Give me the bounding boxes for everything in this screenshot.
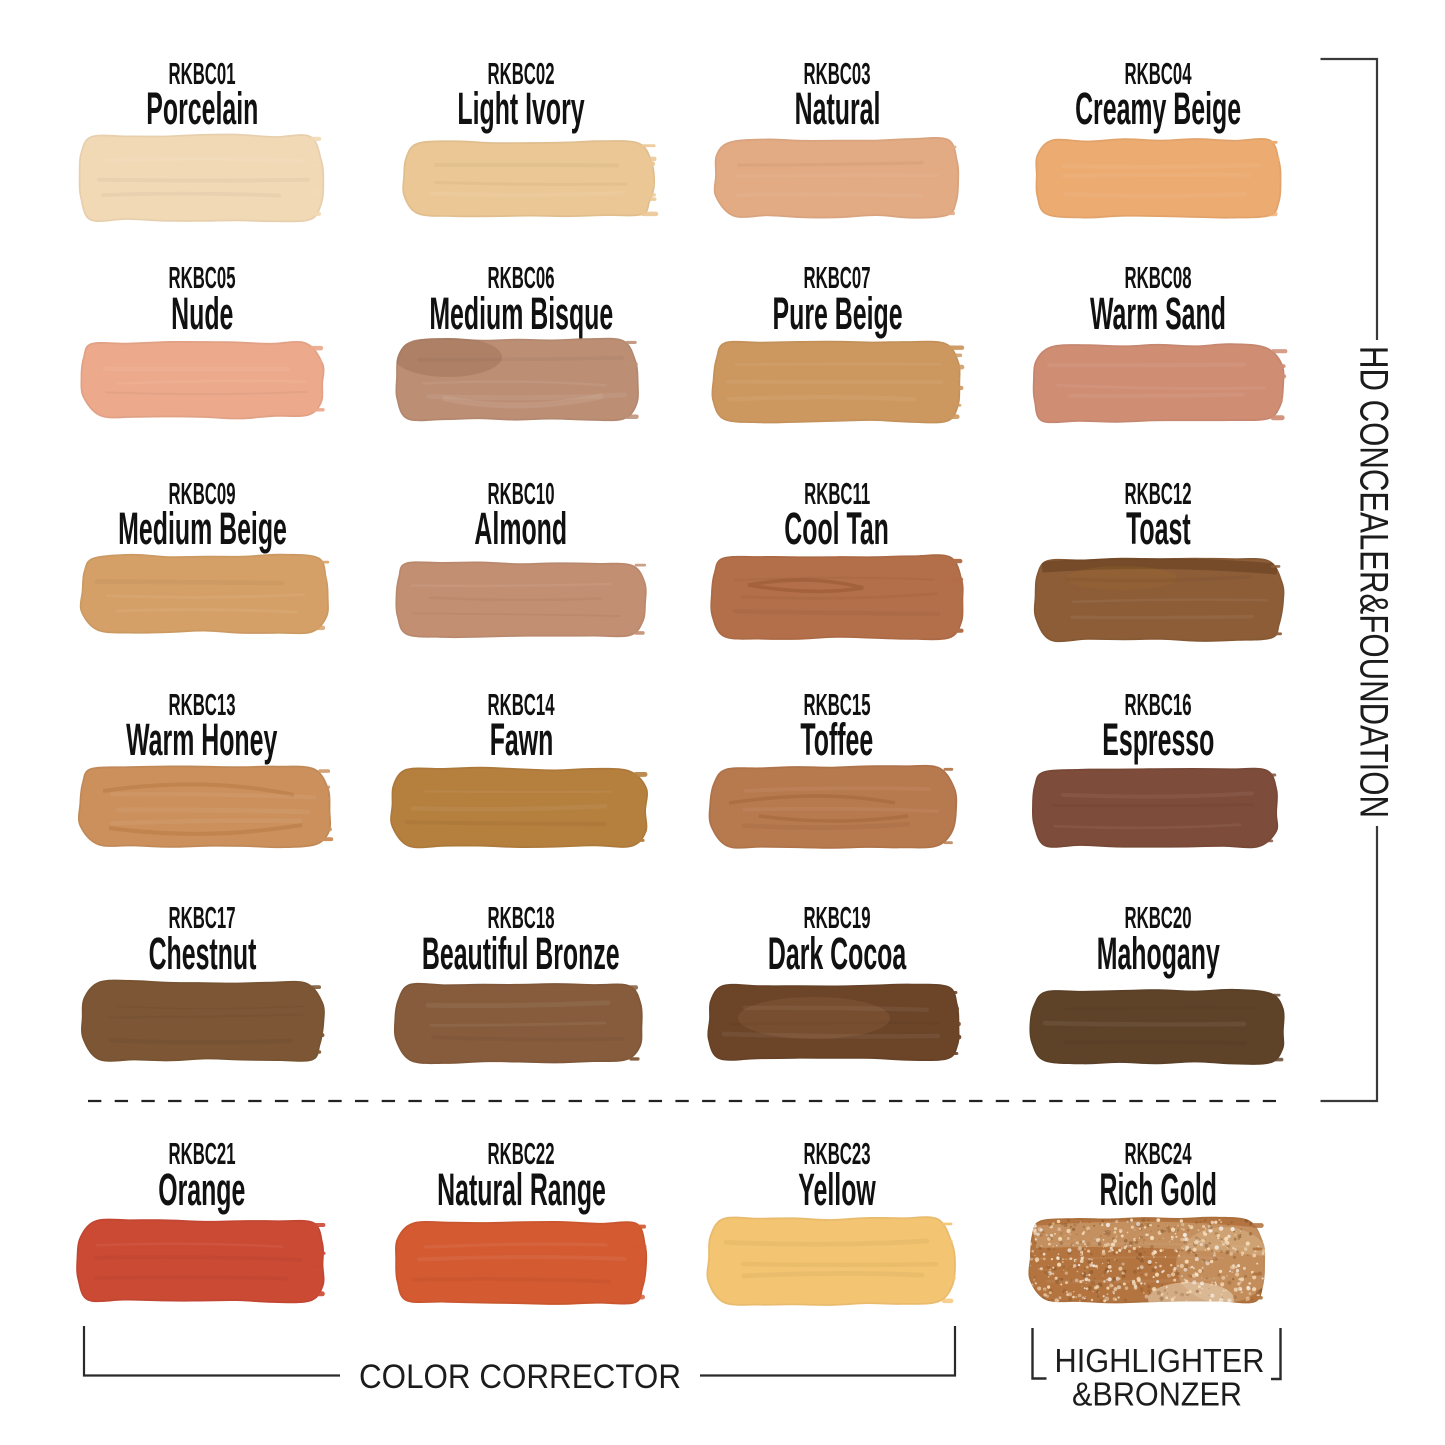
svg-text:&BRONZER: &BRONZER — [1072, 1376, 1242, 1413]
svg-text:COLOR CORRECTOR: COLOR CORRECTOR — [359, 1358, 681, 1396]
svg-text:HD CONCEALER&FOUNDATION: HD CONCEALER&FOUNDATION — [1352, 346, 1396, 818]
svg-text:HIGHLIGHTER: HIGHLIGHTER — [1055, 1342, 1265, 1379]
